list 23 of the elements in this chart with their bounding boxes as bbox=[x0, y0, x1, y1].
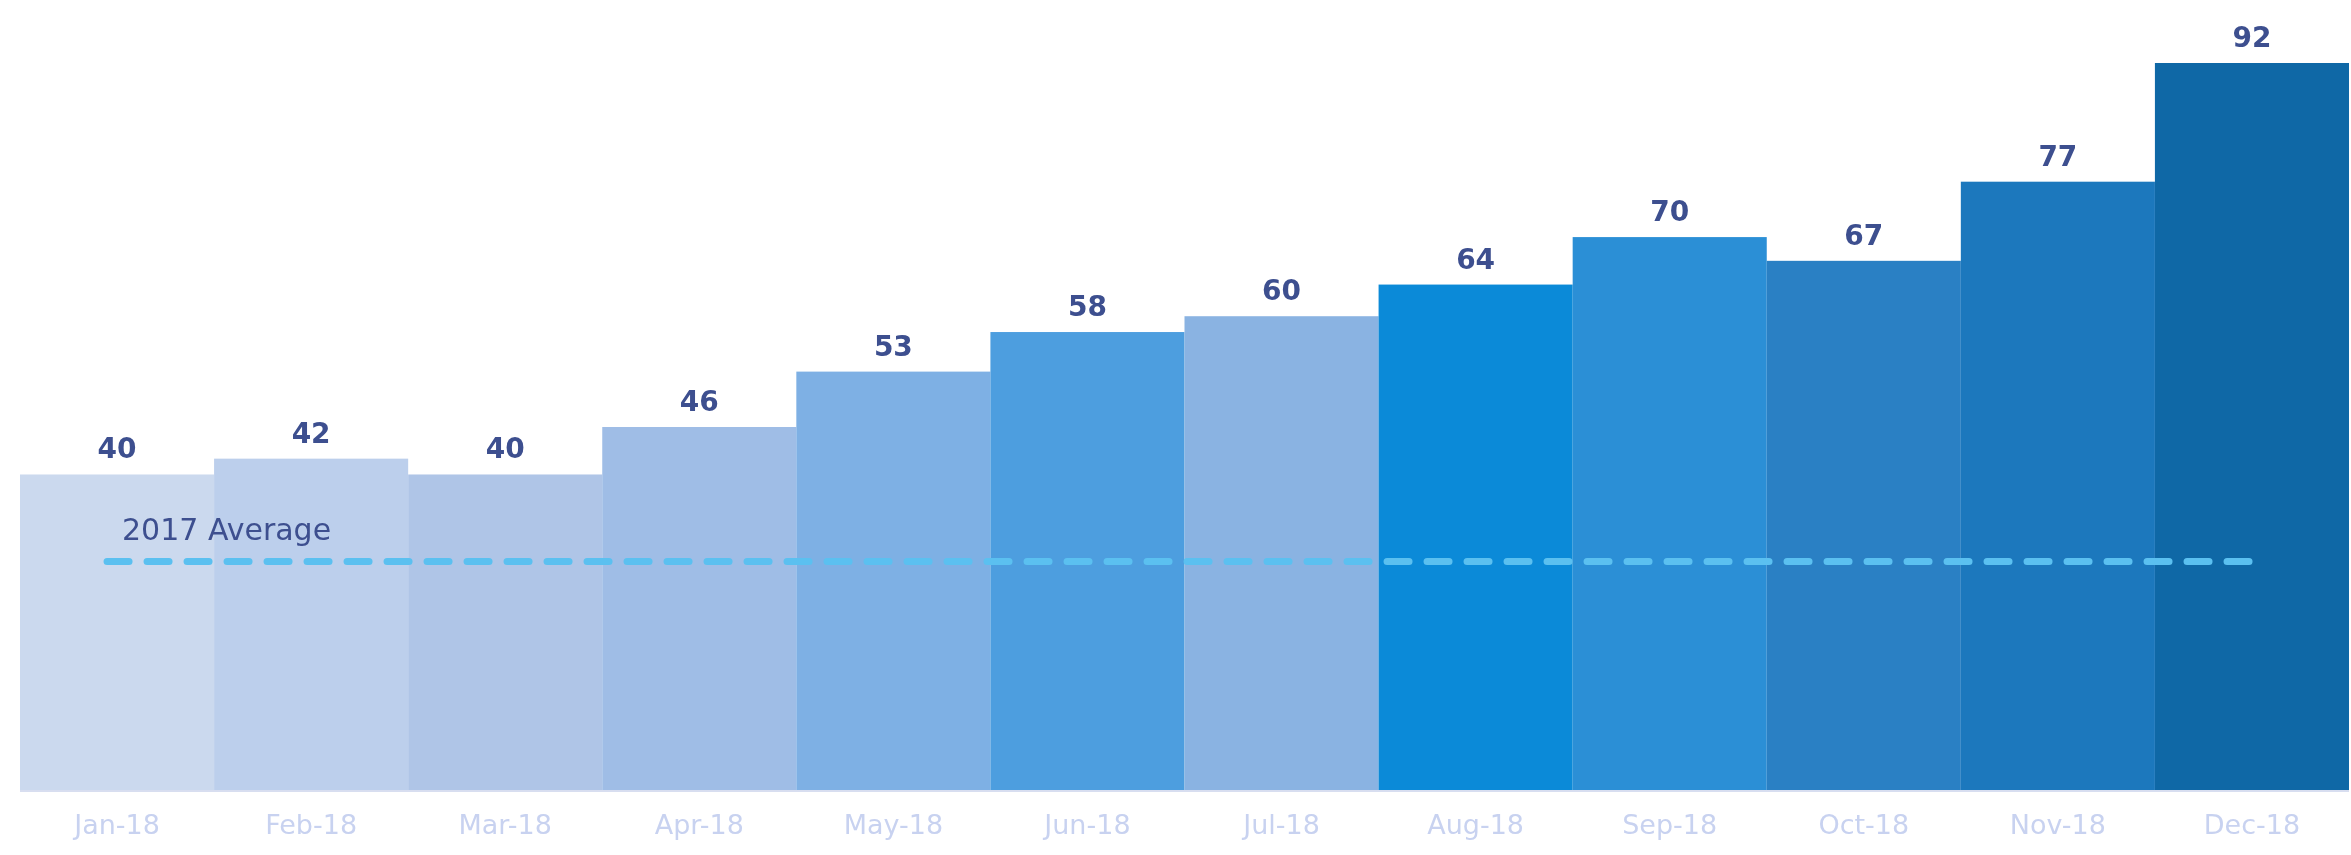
data-label: 64 bbox=[1456, 242, 1496, 276]
bar bbox=[1960, 181, 2155, 791]
data-label: 53 bbox=[873, 329, 913, 363]
data-label: 92 bbox=[2232, 21, 2272, 54]
data-label: 77 bbox=[2038, 139, 2078, 173]
data-label: 70 bbox=[1650, 195, 1690, 229]
data-label: 40 bbox=[485, 432, 525, 466]
data-label: 60 bbox=[1262, 274, 1302, 308]
data-label: 67 bbox=[1844, 218, 1884, 252]
data-label: 46 bbox=[679, 385, 719, 418]
bar bbox=[408, 474, 603, 791]
bar bbox=[1378, 284, 1573, 791]
data-label: 40 bbox=[97, 432, 137, 466]
bar bbox=[2154, 63, 2349, 791]
data-label: 58 bbox=[1067, 290, 1107, 324]
bar bbox=[1572, 237, 1767, 791]
bar bbox=[602, 427, 797, 791]
bar bbox=[1766, 260, 1961, 791]
ref-line-label: 2017 Average bbox=[122, 511, 332, 547]
bar bbox=[1184, 316, 1379, 791]
bar bbox=[796, 371, 991, 791]
bar bbox=[990, 332, 1185, 791]
data-label: 42 bbox=[291, 416, 331, 450]
